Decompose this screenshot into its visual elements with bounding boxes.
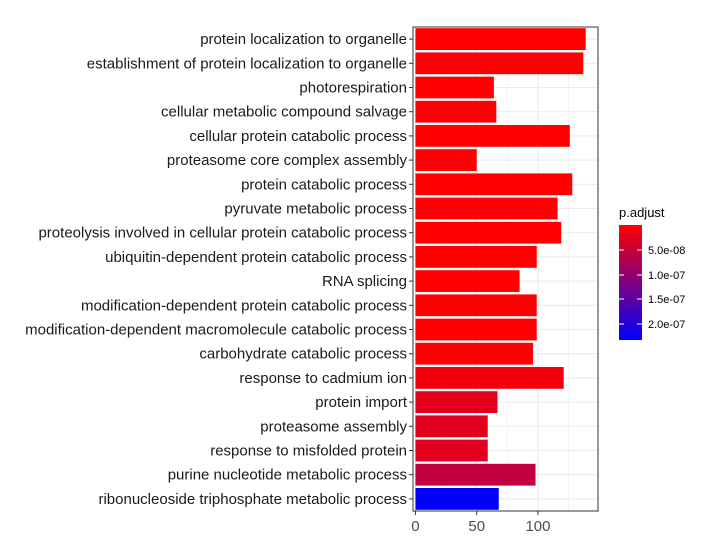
category-label: ubiquitin-dependent protein catabolic pr… bbox=[105, 249, 407, 266]
category-label: purine nucleotide metabolic process bbox=[168, 467, 407, 484]
bar bbox=[415, 28, 586, 50]
bar bbox=[415, 318, 537, 341]
bar bbox=[415, 221, 562, 244]
category-labels: protein localization to organelle establi… bbox=[25, 31, 413, 508]
legend: p.adjust 5.0e-08 1.0e-07 1.5e-07 2.0e-07 bbox=[619, 205, 685, 340]
bar bbox=[415, 294, 537, 317]
bar bbox=[415, 270, 520, 292]
bar bbox=[415, 246, 537, 268]
plot-panel bbox=[413, 27, 598, 511]
bar bbox=[415, 76, 494, 99]
bar bbox=[415, 391, 498, 413]
bar bbox=[415, 173, 573, 196]
category-label: proteolysis involved in cellular protein… bbox=[38, 225, 407, 242]
bar bbox=[415, 52, 584, 75]
bar bbox=[415, 149, 477, 171]
category-label: RNA splicing bbox=[322, 273, 407, 290]
category-label: pyruvate metabolic process bbox=[224, 201, 407, 218]
category-label: response to cadmium ion bbox=[239, 370, 407, 387]
bar bbox=[415, 488, 499, 510]
category-label: establishment of protein localization to… bbox=[87, 55, 407, 72]
legend-tick-label: 1.5e-07 bbox=[648, 294, 685, 306]
category-label: protein import bbox=[315, 394, 408, 411]
bar bbox=[415, 125, 570, 147]
category-label: carbohydrate catabolic process bbox=[199, 346, 407, 363]
category-label: protein localization to organelle bbox=[200, 31, 407, 48]
legend-tick-label: 5.0e-08 bbox=[648, 245, 685, 257]
x-tick-label: 100 bbox=[525, 518, 550, 535]
category-label: proteasome core complex assembly bbox=[167, 152, 408, 169]
bar bbox=[415, 197, 558, 220]
legend-tick-label: 1.0e-07 bbox=[648, 270, 685, 282]
legend-tick-label: 2.0e-07 bbox=[648, 319, 685, 331]
legend-colorbar bbox=[619, 225, 642, 340]
category-label: modification-dependent protein catabolic… bbox=[81, 297, 407, 314]
category-label: ribonucleoside triphosphate metabolic pr… bbox=[98, 491, 407, 508]
category-label: cellular protein catabolic process bbox=[189, 128, 407, 145]
x-tick-label: 50 bbox=[468, 518, 485, 535]
bar bbox=[415, 342, 534, 365]
category-label: photorespiration bbox=[299, 80, 407, 97]
category-label: response to misfolded protein bbox=[210, 443, 407, 460]
bar bbox=[415, 415, 488, 438]
category-label: modification-dependent macromolecule cat… bbox=[25, 322, 407, 339]
bars bbox=[415, 28, 586, 510]
x-tick-label: 0 bbox=[411, 518, 419, 535]
category-label: cellular metabolic compound salvage bbox=[161, 104, 407, 121]
category-label: proteasome assembly bbox=[260, 418, 407, 435]
category-label: protein catabolic process bbox=[241, 176, 407, 193]
bar bbox=[415, 439, 488, 462]
legend-title: p.adjust bbox=[619, 205, 665, 220]
bar bbox=[415, 100, 497, 123]
bar bbox=[415, 463, 536, 486]
bar bbox=[415, 367, 564, 389]
x-axis: 0 50 100 bbox=[411, 511, 550, 535]
plot-border bbox=[412, 26, 599, 512]
